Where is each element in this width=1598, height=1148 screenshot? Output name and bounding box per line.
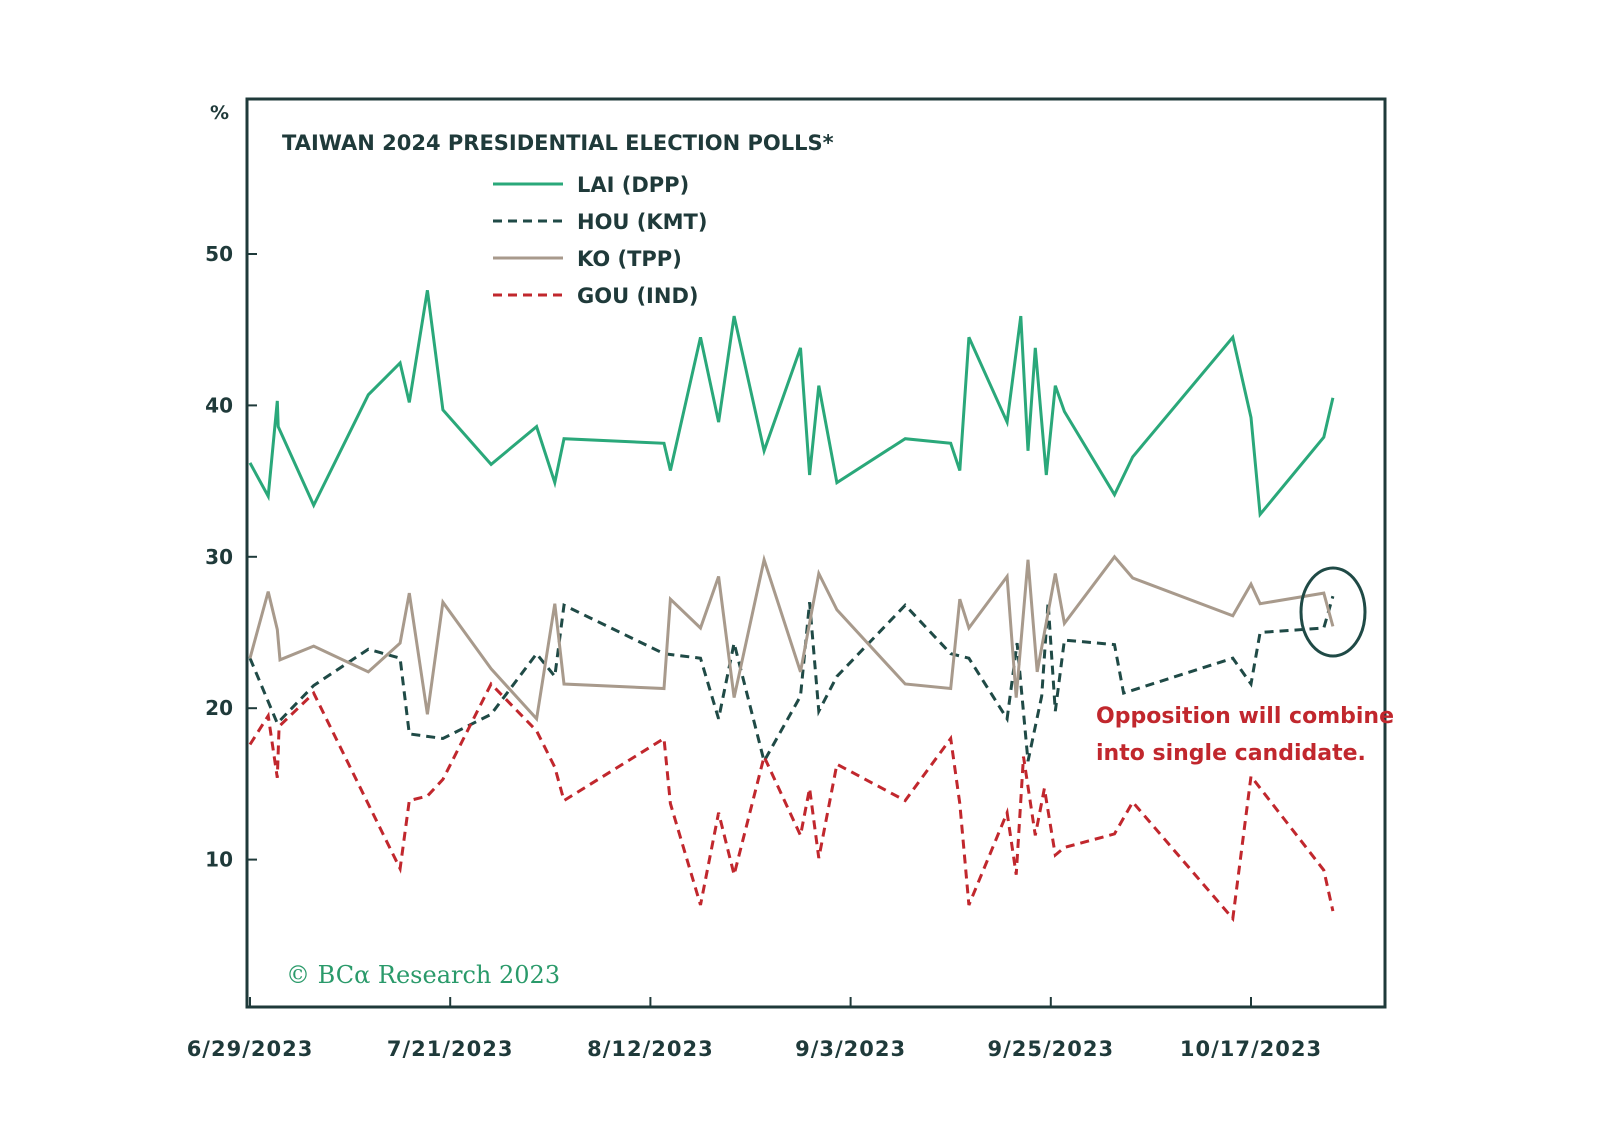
annotation-line-1: Opposition will combine bbox=[1096, 704, 1394, 729]
y-unit-label: % bbox=[210, 102, 229, 124]
x-tick-label: 6/29/2023 bbox=[187, 1037, 314, 1061]
series-line-ko bbox=[248, 554, 1335, 723]
chart-title: TAIWAN 2024 PRESIDENTIAL ELECTION POLLS* bbox=[282, 131, 834, 155]
series-line-hou bbox=[248, 595, 1335, 766]
series-lines bbox=[248, 290, 1335, 923]
y-tick-label: 50 bbox=[205, 242, 233, 266]
legend: LAI (DPP) HOU (KMT) KO (TPP) GOU (IND) bbox=[493, 173, 707, 308]
x-tick-label: 7/21/2023 bbox=[387, 1037, 514, 1061]
annotation-line-2: into single candidate. bbox=[1096, 741, 1366, 766]
y-tick-label: 10 bbox=[205, 848, 233, 872]
plot-frame bbox=[245, 97, 1387, 1009]
series-line-gou bbox=[248, 681, 1335, 923]
x-tick-label: 10/17/2023 bbox=[1180, 1037, 1322, 1061]
series-line-lai bbox=[248, 290, 1335, 519]
x-tick-label: 9/25/2023 bbox=[987, 1037, 1114, 1061]
legend-label-gou: GOU (IND) bbox=[577, 284, 698, 308]
y-tick-label: 40 bbox=[205, 393, 233, 417]
y-tick-label: 20 bbox=[205, 696, 233, 720]
x-tick-label: 9/3/2023 bbox=[795, 1037, 906, 1061]
x-axis: 6/29/2023 7/21/2023 8/12/2023 9/3/2023 9/25/… bbox=[187, 997, 1322, 1061]
annotation-circle bbox=[1299, 566, 1367, 658]
legend-label-lai: LAI (DPP) bbox=[577, 173, 689, 197]
y-axis: 10 20 30 40 50 bbox=[205, 242, 257, 872]
legend-label-hou: HOU (KMT) bbox=[577, 210, 707, 234]
y-tick-label: 30 bbox=[205, 545, 233, 569]
credit-text: © BCα Research 2023 bbox=[286, 961, 560, 989]
x-tick-label: 8/12/2023 bbox=[587, 1037, 714, 1061]
legend-label-ko: KO (TPP) bbox=[577, 247, 682, 271]
